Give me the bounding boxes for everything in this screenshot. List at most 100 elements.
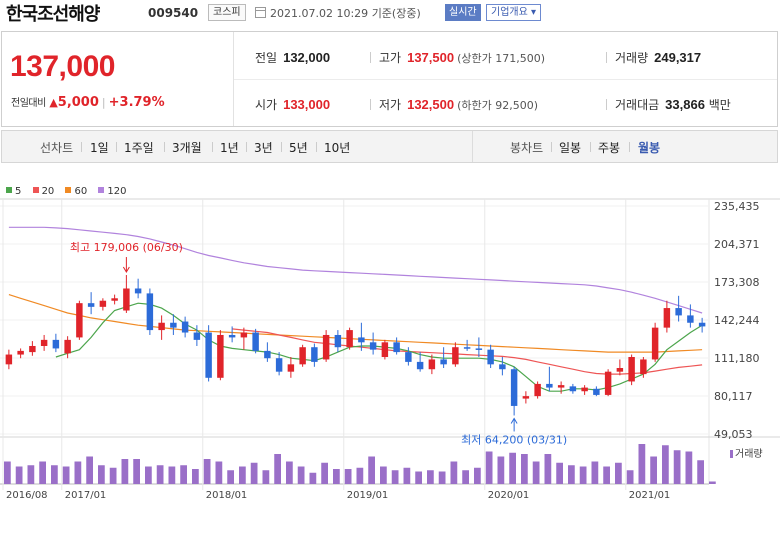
volume-bar	[521, 454, 528, 484]
ma20-line	[232, 328, 703, 375]
tab-5year[interactable]: 5년	[289, 141, 308, 155]
candle-chart-label: 봉차트	[510, 141, 544, 155]
current-price: 137,000	[10, 50, 115, 83]
y-tick-label: 80,117	[714, 390, 753, 403]
volume-bar	[15, 466, 23, 484]
tab-weekly[interactable]: 주봉	[598, 141, 621, 155]
candle-body	[99, 300, 107, 307]
stock-header: 한국조선해양 009540 코스피 2021.07.02 10:29 기준(장중…	[0, 0, 780, 28]
volume-bar	[297, 466, 305, 484]
volume-bar	[145, 466, 152, 484]
candle-body	[322, 334, 330, 360]
volume-bar	[685, 451, 693, 484]
tab-1week[interactable]: 1주일	[124, 141, 154, 155]
volume-bar	[239, 466, 246, 484]
candle-body	[428, 359, 436, 370]
candle-body	[40, 339, 48, 346]
candle-body	[240, 332, 248, 338]
volume-bar	[39, 461, 46, 484]
tab-3month[interactable]: 3개월	[172, 141, 202, 155]
candle-body	[616, 368, 624, 372]
candle-body	[369, 342, 377, 350]
volume-bar	[544, 454, 552, 484]
volume-bar	[579, 466, 587, 484]
volume-bar	[180, 465, 187, 484]
volume-bar	[203, 459, 211, 484]
tab-10year[interactable]: 10년	[324, 141, 351, 155]
candle-body	[487, 349, 494, 365]
volume-bar	[615, 462, 622, 484]
y-tick-label: 235,435	[714, 200, 760, 213]
volume-bar	[626, 470, 634, 484]
candle-body	[628, 356, 635, 382]
volume-bar	[380, 466, 387, 484]
candle-body	[557, 385, 565, 388]
candle-body	[158, 322, 165, 331]
candle-body	[252, 332, 259, 351]
chart-legend: 5 20 60 120	[6, 186, 135, 197]
candle-body	[52, 339, 60, 349]
volume-bar	[51, 465, 58, 484]
volume-bar	[227, 470, 234, 484]
volume-bar	[333, 469, 340, 484]
volume-bar	[262, 470, 270, 484]
ma60-line	[8, 294, 703, 353]
candle-body	[522, 396, 530, 399]
candle-body	[463, 347, 471, 349]
volume-bar	[356, 467, 364, 484]
tab-monthly[interactable]: 월봉	[638, 141, 661, 155]
volume-bar	[98, 465, 105, 484]
candle-body	[698, 322, 706, 327]
tab-3year[interactable]: 3년	[254, 141, 273, 155]
stock-name: 한국조선해양	[6, 4, 100, 25]
x-tick-label: 2020/01	[488, 490, 530, 501]
line-chart-label: 선차트	[40, 141, 74, 155]
candle-body	[346, 330, 353, 348]
high-annotation: 최고 179,006 (06/30)	[70, 241, 183, 254]
volume-bar	[286, 461, 293, 484]
legend-ma20: 20	[32, 186, 54, 197]
candle-body	[663, 308, 671, 328]
volume-bar	[450, 461, 458, 484]
legend-swatch	[32, 187, 39, 193]
tab-1day[interactable]: 1일	[90, 141, 109, 155]
realtime-button[interactable]: 실시간	[445, 4, 481, 21]
volume-bar	[321, 462, 328, 484]
volume-bar	[697, 460, 704, 484]
candle-body	[452, 347, 459, 365]
chart-tabs: 선차트 1일 1주일 3개월 1년 3년 5년 10년 봉차트 일봉 주봉 월봉	[1, 130, 778, 163]
candle-body	[87, 303, 95, 307]
candle-body	[275, 358, 283, 372]
candle-body	[440, 359, 447, 365]
y-tick-label: 142,244	[714, 314, 760, 327]
candle-body	[593, 388, 600, 395]
candle-body	[569, 386, 577, 392]
candle-body	[228, 334, 236, 338]
candle-body	[546, 383, 553, 388]
tab-daily[interactable]: 일봉	[559, 141, 582, 155]
volume-bar	[415, 471, 422, 484]
candle-body	[111, 298, 118, 301]
volume-bar	[4, 461, 11, 484]
tab-1year[interactable]: 1년	[220, 141, 239, 155]
volume-bar	[427, 470, 434, 484]
volume-bar	[568, 465, 575, 484]
candle-body	[393, 342, 400, 353]
volume-bar	[27, 465, 35, 484]
candle-body	[311, 347, 318, 362]
candle-body	[5, 354, 13, 365]
quote-datetime: 2021.07.02 10:29 기준(장중)	[270, 7, 421, 20]
candle-body	[651, 327, 659, 360]
candle-body	[123, 288, 130, 311]
candle-body	[381, 342, 389, 357]
y-tick-label: 111,180	[714, 352, 760, 365]
company-info-dropdown[interactable]: 기업개요 ▾	[486, 4, 541, 21]
stock-code: 009540	[148, 6, 199, 20]
candle-body	[193, 332, 201, 340]
market-badge: 코스피	[208, 4, 246, 21]
candle-body	[510, 369, 518, 406]
open-price: 시가 133,000	[255, 97, 331, 112]
legend-ma60: 60	[65, 186, 87, 197]
x-tick-label: 2019/01	[347, 490, 389, 501]
quote-summary: 137,000 전일대비 ▲5,000 | +3.79% 전일 132,000 고가 1…	[1, 31, 778, 127]
